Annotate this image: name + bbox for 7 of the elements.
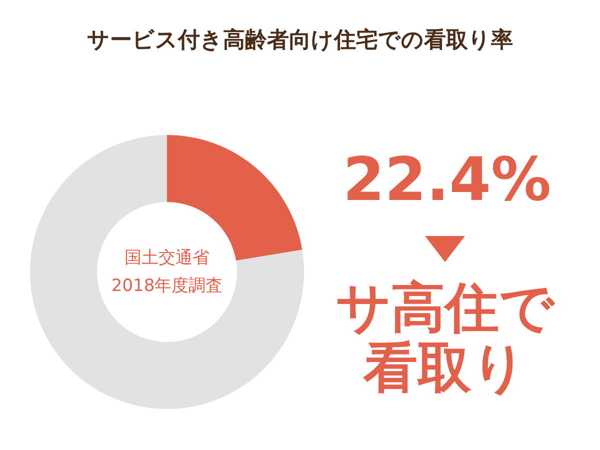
- text: 看取り: [362, 336, 526, 399]
- chart-title: サービス付き高齢者向け住宅での看取り率: [87, 27, 513, 53]
- donut-slice: [30, 135, 304, 409]
- data-label: 22.4%: [342, 145, 552, 215]
- text: サ高住で: [336, 276, 556, 339]
- text: 2018年度調査: [111, 276, 223, 296]
- text: 国土交通省: [124, 248, 210, 268]
